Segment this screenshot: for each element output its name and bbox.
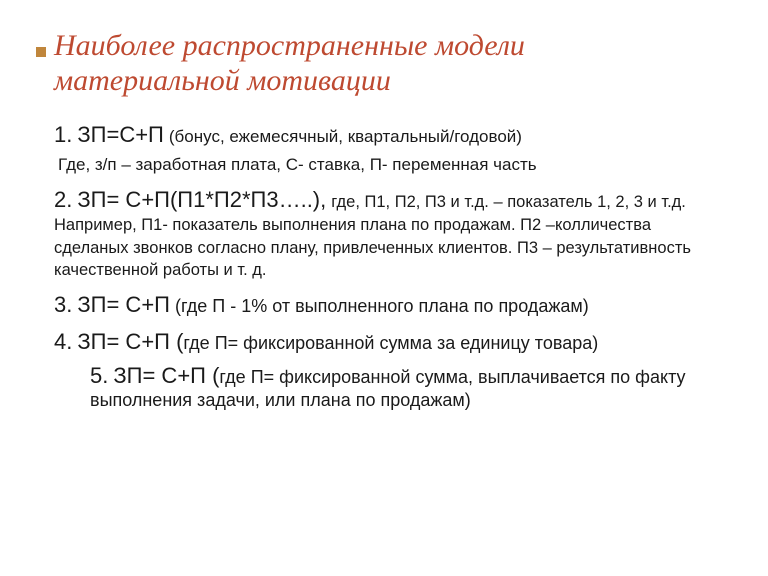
item-formula: ЗП= С+П (	[77, 329, 183, 354]
item-note: (бонус, ежемесячный, квартальный/годовой…	[169, 127, 522, 146]
item-number: 5.	[90, 363, 108, 388]
item-note: где П= фиксированной сумма за единицу то…	[183, 333, 598, 353]
list-item: 5. ЗП= С+П (где П= фиксированной сумма, …	[90, 362, 714, 412]
slide-content: 1. ЗП=С+П (бонус, ежемесячный, квартальн…	[54, 121, 714, 412]
list-item: 1. ЗП=С+П (бонус, ежемесячный, квартальн…	[54, 121, 714, 149]
item-formula: ЗП=С+П	[77, 122, 164, 147]
item-formula: ЗП= С+П(П1*П2*П3…..),	[77, 187, 326, 212]
list-item: 2. ЗП= С+П(П1*П2*П3…..), где, П1, П2, П3…	[54, 186, 714, 281]
item-note: (где П - 1% от выполненного плана по про…	[175, 296, 589, 316]
item-legend: Где, з/п – заработная плата, С- ставка, …	[58, 154, 714, 175]
title-bullet-icon	[36, 47, 46, 57]
item-formula: ЗП= С+П	[77, 292, 170, 317]
item-number: 1.	[54, 122, 72, 147]
item-formula: ЗП= С+П (	[113, 363, 219, 388]
slide-title: Наиболее распространенные модели материа…	[54, 28, 714, 99]
slide: Наиболее распространенные модели материа…	[0, 0, 768, 576]
item-number: 4.	[54, 329, 72, 354]
list-item: 4. ЗП= С+П (где П= фиксированной сумма з…	[54, 328, 714, 356]
list-item: 3. ЗП= С+П (где П - 1% от выполненного п…	[54, 291, 714, 319]
item-number: 2.	[54, 187, 72, 212]
item-number: 3.	[54, 292, 72, 317]
